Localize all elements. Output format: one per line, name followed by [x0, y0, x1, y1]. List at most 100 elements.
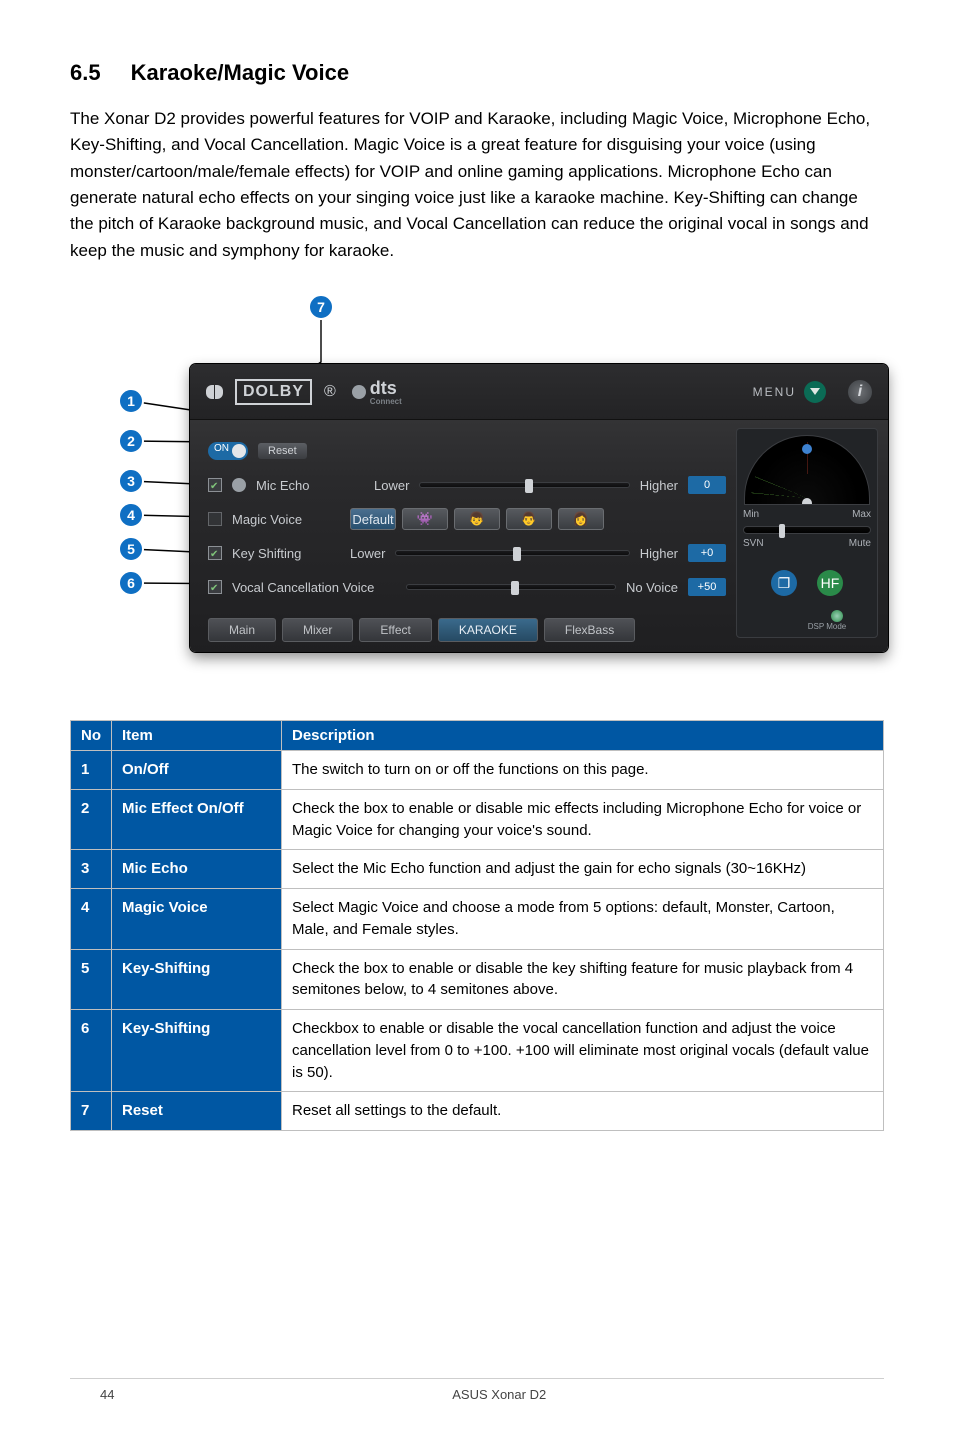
xonar-app-window: DOLBY ® dts Connect MENU i Min — [190, 364, 888, 652]
app-header: DOLBY ® dts Connect MENU i — [190, 364, 888, 420]
badge-5: 5 — [118, 536, 144, 562]
magic-voice-label: Magic Voice — [232, 512, 340, 527]
mic-echo-value: 0 — [688, 476, 726, 494]
badge-1: 1 — [118, 388, 144, 414]
info-icon[interactable]: i — [848, 380, 872, 404]
vocal-cancel-label: Vocal Cancellation Voice — [232, 580, 396, 595]
section-paragraph: The Xonar D2 provides powerful features … — [70, 106, 884, 264]
tab-effect[interactable]: Effect — [359, 618, 431, 642]
row-onoff: ON Reset — [208, 434, 726, 468]
cell-item: Key-Shifting — [112, 949, 282, 1010]
cell-desc: Check the box to enable or disable mic e… — [282, 789, 884, 850]
table-row: 3Mic EchoSelect the Mic Echo function an… — [71, 850, 884, 889]
cell-no: 3 — [71, 850, 112, 889]
mic-icon — [232, 478, 246, 492]
tab-karaoke[interactable]: KARAOKE — [438, 618, 538, 642]
cell-desc: Reset all settings to the default. — [282, 1092, 884, 1131]
volume-slider[interactable] — [743, 526, 871, 534]
cell-item: Magic Voice — [112, 889, 282, 950]
karaoke-controls: ON Reset Mic Echo Lower Higher 0 Magic V… — [208, 434, 726, 604]
vocal-cancel-value: +50 — [688, 578, 726, 596]
cell-desc: Checkbox to enable or disable the vocal … — [282, 1010, 884, 1092]
vocal-cancel-checkbox[interactable] — [208, 580, 222, 594]
row-magic-voice: Magic Voice Default 👾 👦 👨 👩 — [208, 502, 726, 536]
description-table: No Item Description 1On/OffThe switch to… — [70, 720, 884, 1131]
svn-label: SVN — [743, 538, 764, 549]
app-figure: 1 2 3 4 5 6 7 DOLBY ® dts Connect MENU i — [70, 292, 884, 662]
reset-button[interactable]: Reset — [258, 443, 307, 459]
karaoke-on-toggle[interactable]: ON — [208, 442, 248, 460]
key-shifting-checkbox[interactable] — [208, 546, 222, 560]
tab-mixer[interactable]: Mixer — [282, 618, 353, 642]
table-row: 2Mic Effect On/OffCheck the box to enabl… — [71, 789, 884, 850]
cell-item: On/Off — [112, 751, 282, 790]
key-shifting-slider[interactable] — [395, 550, 629, 556]
vocal-no-voice: No Voice — [626, 580, 678, 595]
table-row: 4Magic VoiceSelect Magic Voice and choos… — [71, 889, 884, 950]
table-row: 6Key-ShiftingCheckbox to enable or disab… — [71, 1010, 884, 1092]
th-desc: Description — [282, 721, 884, 751]
section-number: 6.5 — [70, 60, 101, 86]
mic-echo-slider[interactable] — [419, 482, 629, 488]
row-vocal-cancel: Vocal Cancellation Voice No Voice +50 — [208, 570, 726, 604]
cell-item: Key-Shifting — [112, 1010, 282, 1092]
mute-label: Mute — [849, 538, 871, 549]
table-row: 1On/OffThe switch to turn on or off the … — [71, 751, 884, 790]
tab-main[interactable]: Main — [208, 618, 276, 642]
th-item: Item — [112, 721, 282, 751]
cell-desc: Select the Mic Echo function and adjust … — [282, 850, 884, 889]
menu-button[interactable] — [804, 381, 826, 403]
magic-mode-button[interactable]: 👦 — [454, 508, 500, 530]
cell-item: Mic Effect On/Off — [112, 789, 282, 850]
magic-mode-button[interactable]: 👩 — [558, 508, 604, 530]
mic-echo-lower: Lower — [374, 478, 409, 493]
dts-logo: dts Connect — [352, 378, 402, 406]
magic-mode-button[interactable]: Default — [350, 508, 396, 530]
page-footer: 44 ASUS Xonar D2 — [70, 1378, 884, 1402]
key-shifting-value: +0 — [688, 544, 726, 562]
bottom-tabs: MainMixerEffect KARAOKEFlexBass — [208, 618, 635, 642]
magic-voice-checkbox[interactable] — [208, 512, 222, 526]
cell-desc: The switch to turn on or off the functio… — [282, 751, 884, 790]
cell-no: 7 — [71, 1092, 112, 1131]
section-title: Karaoke/Magic Voice — [131, 60, 349, 86]
page-number: 44 — [100, 1387, 114, 1402]
output-meter: Min Max SVN Mute ❐ HF DSP Mode — [736, 428, 878, 638]
dolby-logo-icon — [206, 385, 223, 399]
key-shifting-label: Key Shifting — [232, 546, 340, 561]
mic-echo-higher: Higher — [640, 478, 678, 493]
badge-3: 3 — [118, 468, 144, 494]
badge-4: 4 — [118, 502, 144, 528]
dts-subtext: Connect — [370, 397, 402, 406]
dts-text: dts — [370, 378, 402, 399]
table-row: 7ResetReset all settings to the default. — [71, 1092, 884, 1131]
dsp-indicator-icon — [831, 610, 843, 622]
menu-label: MENU — [753, 385, 796, 399]
badge-2: 2 — [118, 428, 144, 454]
cell-no: 4 — [71, 889, 112, 950]
product-name: ASUS Xonar D2 — [452, 1387, 546, 1402]
magic-mode-button[interactable]: 👾 — [402, 508, 448, 530]
tab-flexbass[interactable]: FlexBass — [544, 618, 635, 642]
cell-desc: Check the box to enable or disable the k… — [282, 949, 884, 1010]
badge-7: 7 — [308, 294, 334, 320]
meter-min: Min — [743, 509, 759, 520]
cell-desc: Select Magic Voice and choose a mode fro… — [282, 889, 884, 950]
key-higher: Higher — [640, 546, 678, 561]
badge-6: 6 — [118, 570, 144, 596]
vocal-cancel-slider[interactable] — [406, 584, 616, 590]
dts-disc-icon — [352, 385, 366, 399]
table-row: 5Key-ShiftingCheck the box to enable or … — [71, 949, 884, 1010]
key-lower: Lower — [350, 546, 385, 561]
meter-max: Max — [852, 509, 871, 520]
meter-icon-clone[interactable]: ❐ — [771, 570, 797, 596]
cell-no: 2 — [71, 789, 112, 850]
cell-item: Mic Echo — [112, 850, 282, 889]
row-mic-echo: Mic Echo Lower Higher 0 — [208, 468, 726, 502]
mic-echo-checkbox[interactable] — [208, 478, 222, 492]
cell-no: 5 — [71, 949, 112, 1010]
vu-gauge — [744, 435, 870, 505]
meter-icon-hifi[interactable]: HF — [817, 570, 843, 596]
dolby-label: DOLBY — [235, 379, 312, 405]
magic-mode-button[interactable]: 👨 — [506, 508, 552, 530]
